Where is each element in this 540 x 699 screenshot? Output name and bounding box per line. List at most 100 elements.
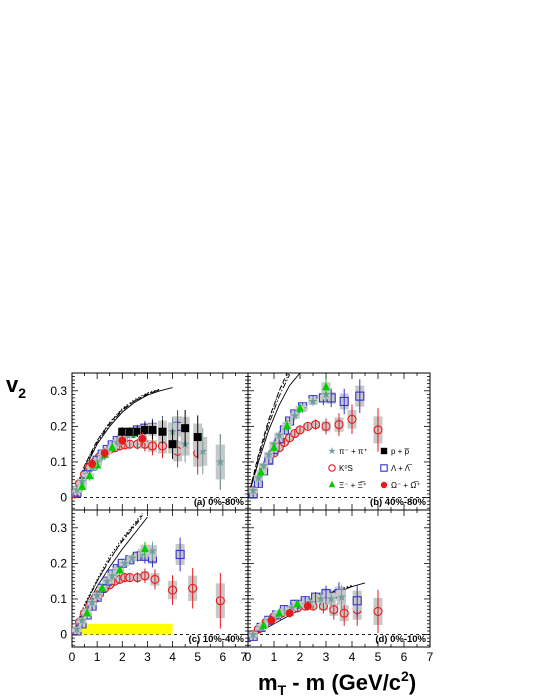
data-point-pion (198, 446, 208, 456)
data-point-xi (257, 467, 265, 476)
data-point-lambda (339, 396, 349, 407)
data-point-kaon (147, 441, 158, 451)
data-point-pion (87, 597, 97, 607)
data-point-kaon (329, 605, 339, 615)
panel-d-plot (248, 582, 383, 641)
data-point-pion (290, 410, 300, 420)
panel-label-a: (a) 0%-80% (194, 497, 245, 508)
data-point-pion (248, 485, 258, 495)
hydro-curve-solid (248, 373, 301, 498)
data-point-omega (100, 449, 109, 458)
data-point-pion (248, 629, 258, 639)
panel-label-c: (c) 10%-40% (189, 634, 245, 645)
hydro-curve-dashdot (72, 389, 161, 498)
systematic-band (77, 623, 173, 635)
series-xi (82, 541, 150, 618)
data-point-xi (259, 620, 268, 629)
data-point-proton (193, 433, 202, 442)
data-point-xi (283, 421, 291, 430)
data-point-kaon (188, 583, 198, 593)
y-tick-label: 0.2 (50, 419, 67, 433)
data-point-proton (158, 427, 167, 436)
x-tick-label: 5 (375, 650, 382, 664)
data-point-lambda (355, 391, 365, 401)
data-point-pion (77, 476, 87, 486)
data-point-pion (112, 437, 122, 447)
legend-label-lambda: Λ + Λ̅ (391, 464, 413, 473)
y-tick-label: 0.3 (50, 384, 67, 398)
series-lambda (72, 537, 185, 636)
data-point-pion (264, 450, 274, 459)
data-point-omega (138, 434, 147, 443)
x-tick-label: 3 (144, 650, 151, 664)
data-point-proton (133, 427, 142, 436)
legend-label-xi: Ξ⁻ + Ξ̅⁺ (339, 481, 367, 490)
y-tick-label: 0 (60, 491, 67, 505)
data-point-pion (337, 592, 347, 602)
data-point-xi (275, 608, 284, 617)
series-xi (259, 599, 302, 631)
data-point-pion (279, 606, 289, 616)
panel-b: (b) 40%-80% (247, 372, 431, 511)
panel-label-d: (d) 0%-10% (375, 634, 426, 645)
data-point-kaon (347, 414, 357, 424)
data-point-proton (168, 440, 177, 449)
legend-marker-pion (328, 447, 336, 455)
data-point-pion (308, 396, 318, 406)
data-point-xi (83, 608, 92, 617)
x-tick-label: 7 (240, 650, 247, 664)
data-point-kaon (150, 574, 160, 584)
data-point-pion (147, 546, 158, 555)
legend-marker-omega (380, 481, 388, 489)
data-point-omega (303, 602, 312, 611)
y-tick-label: 0.1 (50, 592, 67, 606)
x-tick-label: 3 (323, 650, 330, 664)
legend-marker-xi (328, 480, 336, 488)
data-point-xi (296, 403, 304, 412)
legend-marker-proton (380, 447, 388, 455)
panel-a: (a) 0%-80% (71, 372, 249, 511)
data-point-proton (118, 427, 127, 436)
x-tick-label: 1 (94, 650, 101, 664)
data-point-lambda (175, 549, 185, 560)
data-point-kaon (295, 425, 305, 435)
data-point-xi (140, 544, 149, 553)
data-point-pion (215, 457, 225, 466)
panels-layer: (a) 0%-80% (b) 40%-80% (c) 10%-40% (d) 0%-1… (50, 372, 434, 664)
data-point-proton (148, 425, 157, 434)
hydro-curve-dashdot (248, 374, 291, 498)
data-point-kaon (334, 420, 344, 430)
series-proton (117, 409, 203, 459)
data-point-proton (181, 424, 190, 433)
panel-b-plot (248, 373, 383, 499)
data-point-lambda (352, 596, 362, 606)
x-tick-label: 0 (245, 650, 252, 664)
legend: π⁻ + π⁺ p + p̅ K⁰S Λ + Λ̅ Ξ⁻ + Ξ̅⁺ Ω⁻ + Ω̅⁺ (328, 447, 421, 490)
x-tick-label: 6 (220, 650, 227, 664)
data-point-pion (92, 590, 102, 600)
series-omega (87, 432, 147, 469)
data-point-kaon (373, 425, 383, 435)
data-point-kaon (168, 585, 178, 595)
data-point-pion (72, 624, 82, 634)
data-point-xi (85, 471, 94, 480)
data-point-omega (118, 436, 127, 445)
data-point-pion (77, 615, 87, 625)
x-tick-label: 4 (169, 650, 176, 664)
data-point-kaon (311, 420, 321, 430)
data-point-kaon (321, 421, 331, 431)
data-point-omega (267, 616, 276, 625)
data-point-pion (316, 594, 326, 603)
data-point-pion (253, 473, 263, 482)
data-point-pion (259, 460, 269, 470)
data-point-pion (72, 484, 82, 494)
data-point-proton (140, 425, 149, 434)
y-tick-label: 0.1 (50, 455, 67, 469)
hydro-curve-dotted (72, 513, 143, 635)
data-point-pion (120, 558, 130, 568)
legend-marker-lambda (380, 464, 388, 472)
data-point-pion (305, 597, 315, 607)
legend-label-pion: π⁻ + π⁺ (339, 447, 368, 456)
data-point-omega (88, 459, 97, 468)
series-omega (266, 601, 313, 625)
